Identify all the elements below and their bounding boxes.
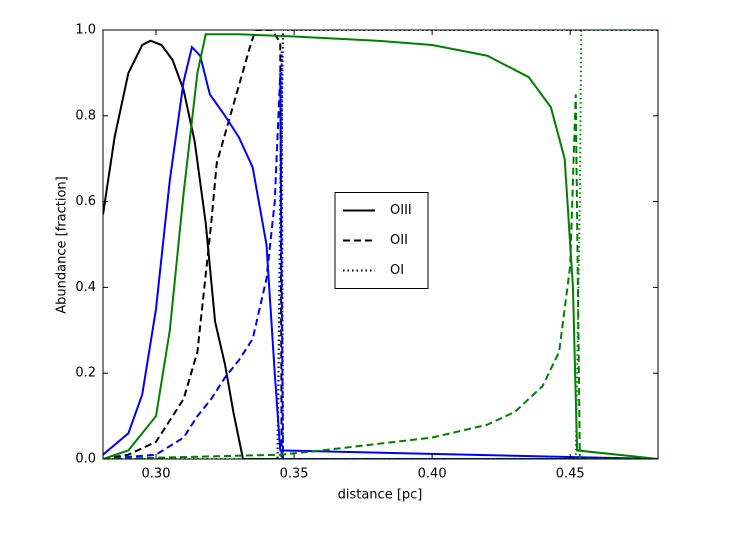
y-axis-label: Abundance [fraction]	[55, 176, 70, 313]
legend-label: OIII	[390, 203, 412, 218]
plot-frame	[102, 29, 659, 460]
series-line	[103, 33, 658, 459]
series-line	[103, 39, 658, 459]
legend-box	[334, 192, 429, 289]
series-line	[103, 72, 658, 459]
series-line	[103, 30, 658, 459]
x-axis-label: distance [pc]	[338, 488, 423, 503]
x-tick-label: 0.45	[556, 467, 585, 482]
series-line	[103, 30, 658, 459]
legend-label: OI	[390, 263, 404, 278]
y-tick-label: 0.0	[75, 452, 96, 467]
x-tick-label: 0.35	[280, 467, 309, 482]
y-tick-label: 1.0	[75, 23, 96, 38]
y-tick-label: 0.6	[75, 194, 96, 209]
legend: OIII OII OI	[334, 192, 429, 289]
y-tick-label: 0.4	[75, 280, 96, 295]
series-line	[103, 94, 658, 459]
series-line	[103, 45, 658, 459]
legend-label: OII	[390, 233, 408, 248]
x-tick-label: 0.40	[418, 467, 447, 482]
y-tick-label: 0.2	[75, 366, 96, 381]
y-tick-label: 0.8	[75, 108, 96, 123]
x-tick-label: 0.30	[142, 467, 171, 482]
